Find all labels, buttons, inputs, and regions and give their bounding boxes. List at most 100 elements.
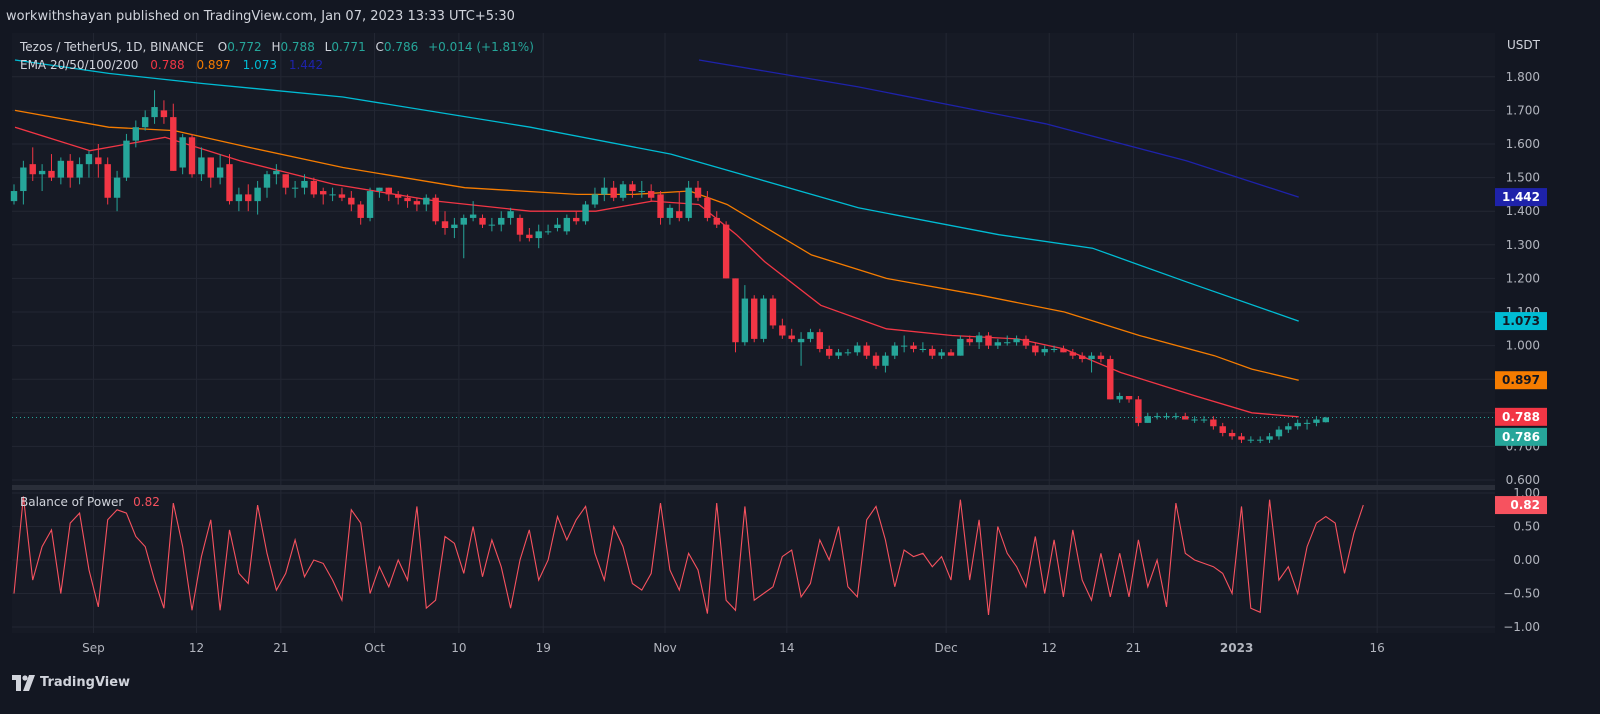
legend-c-label: C xyxy=(376,40,384,54)
price-tick-label: 1.200 xyxy=(1506,271,1540,285)
price-tick-label: 1.300 xyxy=(1506,238,1540,252)
legend-h-label: H xyxy=(271,40,280,54)
axis-unit: USDT xyxy=(1507,38,1541,52)
candle-body xyxy=(872,355,880,366)
time-tick-label: Sep xyxy=(82,641,105,655)
legend-row-1[interactable]: Tezos / TetherUS, 1D, BINANCE O0.772 H0.… xyxy=(19,40,534,54)
bop-line xyxy=(13,496,1364,615)
bop-tick-label: −0.50 xyxy=(1503,587,1540,601)
publish-header: workwithshayan published on TradingView.… xyxy=(0,0,1600,33)
candle-body xyxy=(573,217,580,222)
candle-body xyxy=(788,335,795,339)
candle-body xyxy=(216,167,224,178)
candle-body xyxy=(563,217,571,232)
bop-legend-label: Balance of Power xyxy=(20,495,123,509)
candle-body xyxy=(207,157,214,178)
candle-body xyxy=(760,298,767,339)
time-tick-label: 12 xyxy=(1042,641,1057,655)
tradingview-logo-icon xyxy=(12,675,35,691)
price-tick-label: 1.000 xyxy=(1506,339,1540,353)
pane-divider xyxy=(12,485,1495,490)
candle-body xyxy=(947,352,955,356)
price-badge-label: 0.786 xyxy=(1502,430,1540,444)
legend-row-2[interactable]: EMA 20/50/100/200 0.788 0.897 1.073 1.44… xyxy=(20,58,323,72)
bop-tick-label: 0.50 xyxy=(1513,520,1540,534)
ema-line xyxy=(14,109,1299,381)
candle-body xyxy=(310,180,318,195)
candle-body xyxy=(1257,439,1264,441)
tradingview-brand: TradingView xyxy=(40,675,131,690)
legend-o-label: O xyxy=(218,40,227,54)
chart-svg[interactable]: USDT0.6000.7000.8000.9001.0001.1001.2001… xyxy=(0,0,1600,668)
candle-body xyxy=(1275,429,1283,437)
candle-body xyxy=(291,187,299,189)
footer-bar: TradingView xyxy=(0,668,1600,714)
price-badge-label: 0.897 xyxy=(1502,373,1540,387)
candle-body xyxy=(1285,426,1292,430)
candle-body xyxy=(816,332,824,349)
candle-body xyxy=(479,217,486,225)
ema200-value: 1.442 xyxy=(289,58,323,72)
candle-body xyxy=(179,137,186,168)
candle-body xyxy=(619,184,627,198)
bop-legend[interactable]: Balance of Power 0.82 xyxy=(20,495,160,509)
candle-body xyxy=(301,180,308,188)
ema-line xyxy=(14,59,1299,322)
candle-body xyxy=(582,204,589,222)
candle-body xyxy=(685,187,692,218)
candle-body xyxy=(1200,419,1208,421)
candle-body xyxy=(825,348,833,356)
candle-body xyxy=(235,194,243,202)
candle-body xyxy=(1125,396,1133,400)
candle-body xyxy=(104,164,111,198)
legend-l-label: L xyxy=(325,40,332,54)
candle-body xyxy=(348,197,355,205)
published-text: workwithshayan published on TradingView.… xyxy=(6,9,515,24)
bop-badge xyxy=(1495,496,1547,515)
candle-body xyxy=(451,224,458,228)
candle-body xyxy=(282,174,289,188)
candle-body xyxy=(1238,436,1245,440)
candle-body xyxy=(488,224,496,226)
candle-body xyxy=(779,325,786,336)
price-axis-bg xyxy=(1495,33,1600,668)
time-tick-label: 12 xyxy=(189,641,204,655)
time-tick-label: 10 xyxy=(451,641,466,655)
candle-body xyxy=(1191,419,1198,421)
candle-body xyxy=(900,345,908,347)
candle-body xyxy=(1182,416,1189,420)
candle-body xyxy=(245,194,252,202)
candle-body xyxy=(151,107,158,118)
candle-body xyxy=(1041,348,1048,353)
price-badge xyxy=(1495,371,1547,390)
time-tick-label: Dec xyxy=(935,641,958,655)
bop-layer xyxy=(13,496,1364,615)
price-tick-label: 1.500 xyxy=(1506,171,1540,185)
time-tick-label: 21 xyxy=(1126,641,1141,655)
candle-body xyxy=(366,191,374,218)
candle-body xyxy=(526,234,533,239)
price-tick-label: 1.400 xyxy=(1506,204,1540,218)
bop-badge-label: 0.82 xyxy=(1510,498,1540,512)
candle-body xyxy=(1022,338,1030,346)
candle-body xyxy=(1050,348,1058,350)
candle-body xyxy=(198,157,205,175)
candle-body xyxy=(676,211,683,218)
time-tick-label: 16 xyxy=(1370,641,1385,655)
candle-body xyxy=(1135,399,1142,423)
candle-body xyxy=(1088,355,1095,360)
chart-area[interactable] xyxy=(12,33,1495,655)
time-tick-label: 2023 xyxy=(1220,641,1253,655)
candle-body xyxy=(38,170,46,175)
bop-legend-value: 0.82 xyxy=(133,495,160,509)
candle-body xyxy=(666,207,674,218)
candle-body xyxy=(85,154,93,165)
candle-body xyxy=(273,170,280,175)
candle-body xyxy=(994,342,1002,346)
time-axis-bg xyxy=(0,633,1495,668)
time-tick-label: Oct xyxy=(364,641,385,655)
candle-body xyxy=(929,348,936,356)
candle-body xyxy=(713,217,720,225)
candle-body xyxy=(535,231,542,239)
ema100-value: 1.073 xyxy=(243,58,277,72)
